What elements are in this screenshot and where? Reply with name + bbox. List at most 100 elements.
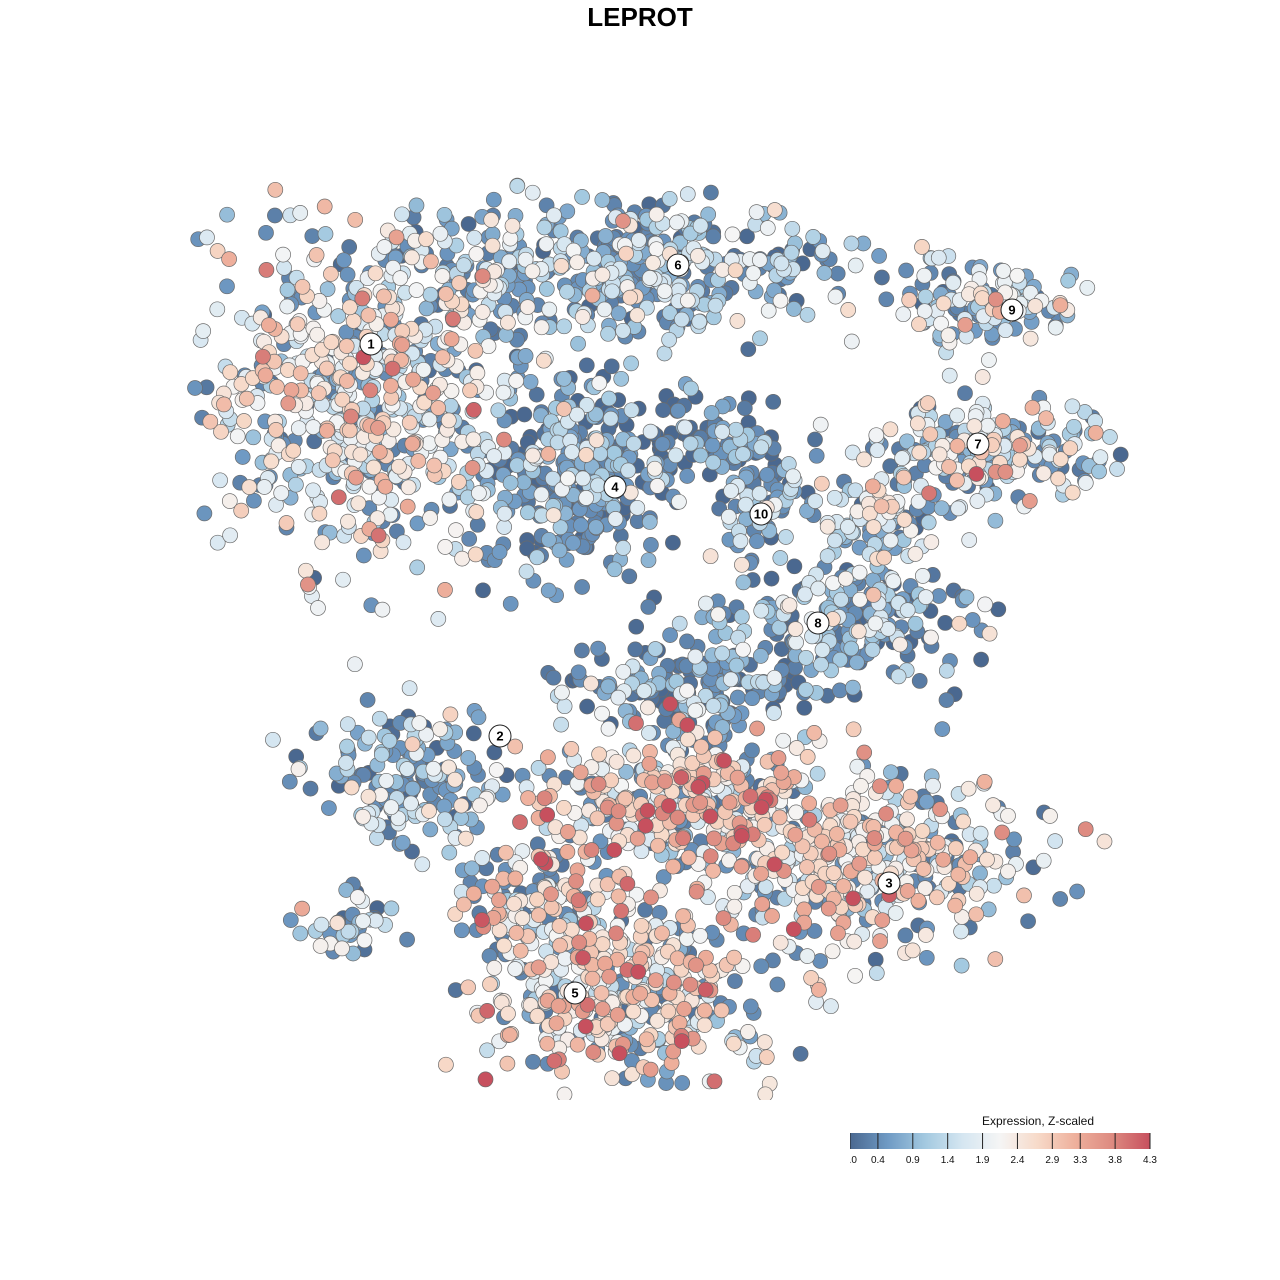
cell-point bbox=[787, 621, 804, 637]
cell-point bbox=[267, 207, 283, 224]
cell-point bbox=[947, 840, 964, 857]
cell-point bbox=[422, 286, 439, 303]
cell-point bbox=[540, 749, 556, 766]
cell-point bbox=[940, 875, 957, 892]
cell-point bbox=[845, 679, 861, 696]
cluster-label: 7 bbox=[974, 437, 981, 452]
cell-point bbox=[609, 1006, 626, 1023]
cell-point bbox=[329, 915, 346, 931]
cell-point bbox=[1092, 449, 1109, 466]
cell-point bbox=[434, 349, 451, 366]
cell-point bbox=[533, 486, 550, 503]
cell-point bbox=[591, 375, 608, 391]
cell-point bbox=[490, 402, 507, 419]
cell-point bbox=[806, 725, 823, 741]
cell-point bbox=[574, 309, 591, 325]
cell-point bbox=[1047, 319, 1064, 336]
cell-point bbox=[341, 239, 358, 255]
cell-point bbox=[491, 892, 507, 908]
cell-point bbox=[279, 281, 296, 298]
legend-tick-label: 1.4 bbox=[941, 1155, 955, 1166]
cell-point bbox=[360, 729, 377, 746]
legend-tick-label: 3.3 bbox=[1073, 1155, 1087, 1166]
cell-point bbox=[502, 595, 519, 612]
cell-point bbox=[899, 602, 916, 618]
cell-point bbox=[441, 844, 458, 861]
cell-point bbox=[722, 671, 739, 688]
cell-point bbox=[953, 957, 970, 974]
cluster-label: 10 bbox=[754, 507, 768, 522]
cell-point bbox=[947, 897, 964, 914]
cell-point bbox=[343, 408, 359, 425]
cell-point bbox=[1038, 410, 1054, 427]
cell-point bbox=[856, 744, 873, 761]
cell-point bbox=[404, 249, 420, 266]
cell-point bbox=[440, 412, 457, 429]
cell-point bbox=[918, 927, 934, 943]
cell-point bbox=[847, 482, 864, 499]
legend-tick-label: 3.8 bbox=[1108, 1155, 1122, 1166]
cell-point bbox=[648, 241, 665, 258]
cell-point bbox=[569, 1036, 586, 1053]
cell-point bbox=[370, 527, 387, 544]
cell-point bbox=[334, 940, 350, 957]
cell-point bbox=[703, 405, 720, 421]
cell-point bbox=[727, 973, 743, 989]
cell-point bbox=[714, 423, 731, 440]
cell-point bbox=[679, 682, 695, 699]
cell-point bbox=[338, 882, 355, 898]
cell-point bbox=[733, 608, 750, 625]
cell-point bbox=[845, 721, 862, 738]
cell-point bbox=[625, 435, 642, 452]
cell-point bbox=[517, 348, 534, 364]
cell-point bbox=[1077, 475, 1094, 491]
cell-point bbox=[1052, 451, 1069, 467]
cell-point bbox=[371, 444, 388, 460]
cell-point bbox=[1069, 883, 1085, 900]
cell-point bbox=[615, 540, 632, 556]
cell-point bbox=[348, 469, 364, 486]
cell-point bbox=[1077, 821, 1094, 838]
cell-point bbox=[801, 811, 818, 828]
cell-point bbox=[496, 431, 512, 448]
cell-point bbox=[575, 470, 591, 487]
cell-point bbox=[907, 615, 924, 632]
cell-point bbox=[552, 937, 568, 954]
cell-point bbox=[367, 265, 384, 282]
cell-point bbox=[539, 806, 556, 823]
cell-point bbox=[311, 505, 328, 522]
cell-point bbox=[917, 880, 933, 896]
cell-point bbox=[495, 384, 512, 401]
cell-point bbox=[421, 411, 438, 428]
cell-point bbox=[813, 656, 829, 673]
cell-point bbox=[196, 505, 213, 522]
cell-point bbox=[933, 315, 949, 332]
cell-point bbox=[289, 316, 306, 333]
cell-point bbox=[629, 307, 646, 324]
cell-point bbox=[461, 531, 478, 547]
cell-point bbox=[369, 510, 386, 527]
cell-point bbox=[673, 311, 690, 328]
cell-point bbox=[949, 472, 965, 489]
color-legend: 0.0 0.4 0.9 1.4 1.9 2.4 2.9 3.3 3.8 4.3 bbox=[850, 1133, 1157, 1166]
cell-point bbox=[632, 985, 649, 1002]
cell-point bbox=[772, 934, 789, 951]
cell-point bbox=[546, 207, 562, 224]
cell-point bbox=[962, 849, 979, 866]
cell-point bbox=[679, 717, 696, 733]
cell-point bbox=[496, 937, 512, 954]
cell-point bbox=[911, 444, 928, 461]
cell-point bbox=[853, 778, 869, 794]
cell-point bbox=[500, 314, 516, 331]
cell-point bbox=[740, 1024, 756, 1040]
cell-point bbox=[856, 451, 872, 468]
cell-point bbox=[618, 764, 635, 780]
cell-point bbox=[684, 755, 701, 771]
cell-point bbox=[707, 297, 724, 314]
cell-point bbox=[812, 416, 829, 433]
cell-point bbox=[705, 454, 722, 471]
cell-point bbox=[613, 903, 630, 919]
cell-point bbox=[765, 393, 782, 410]
cell-point bbox=[305, 482, 321, 499]
cell-point bbox=[821, 845, 838, 862]
